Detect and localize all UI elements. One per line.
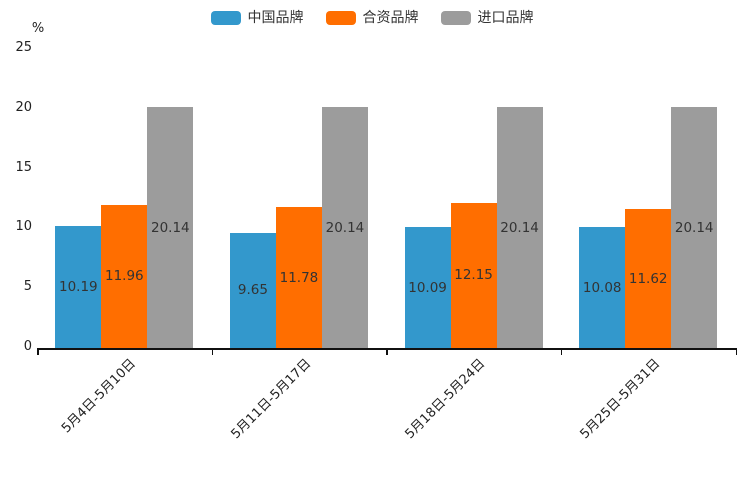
x-axis-label-2: 5月11日-5月17日 (228, 356, 314, 443)
legend-item-1[interactable]: 中国品牌 (210, 10, 304, 26)
bar-中国品牌-group1 (55, 226, 102, 348)
legend-swatch-icon (440, 11, 471, 25)
bar-value-label: 11.62 (628, 270, 668, 287)
y-tick-label: 15 (15, 159, 32, 175)
y-tick-label: 10 (15, 219, 32, 235)
bar-进口品牌-group1 (147, 107, 194, 348)
y-axis-unit-label: % (31, 21, 45, 36)
legend-item-2[interactable]: 合资品牌 (325, 10, 419, 26)
bar-value-label: 20.14 (674, 219, 714, 236)
legend-item-3[interactable]: 进口品牌 (440, 10, 534, 26)
bar-value-label: 20.14 (325, 219, 365, 236)
y-tick-label: 0 (23, 339, 32, 354)
bar-value-label: 11.96 (104, 268, 144, 285)
x-axis-tick (386, 350, 388, 355)
bar-中国品牌-group2 (229, 232, 276, 348)
y-tick-label: 20 (15, 99, 32, 115)
bar-value-label: 9.65 (237, 282, 268, 299)
legend-swatch-icon (325, 11, 356, 25)
bar-value-label: 20.14 (500, 219, 539, 236)
x-axis-line (37, 348, 737, 350)
bar-value-label: 12.15 (454, 267, 493, 284)
legend-label: 进口品牌 (477, 10, 534, 26)
x-axis-tick (735, 350, 737, 355)
bar-value-label: 10.09 (408, 279, 447, 296)
y-tick-label: 25 (15, 40, 32, 55)
bar-合资品牌-group3 (450, 202, 497, 348)
bar-中国品牌-group4 (579, 227, 626, 348)
bar-进口品牌-group3 (496, 107, 543, 348)
bar-中国品牌-group3 (404, 227, 451, 348)
bar-合资品牌-group2 (275, 207, 322, 348)
bar-合资品牌-group1 (101, 204, 148, 348)
legend-label: 中国品牌 (247, 10, 304, 26)
x-axis-tick (37, 350, 39, 355)
legend-label: 合资品牌 (362, 10, 419, 26)
bar-value-label: 11.78 (279, 269, 319, 286)
x-axis-label-4: 5月25日-5月31日 (577, 356, 664, 443)
bar-合资品牌-group4 (625, 209, 672, 348)
bar-value-label: 10.19 (58, 279, 98, 296)
x-axis-label-1: 5月4日-5月10日 (59, 356, 140, 437)
bar-value-label: 10.08 (582, 279, 622, 296)
bar-进口品牌-group4 (671, 107, 718, 348)
chart-legend: 中国品牌 合资品牌 进口品牌 (0, 8, 744, 28)
x-axis-label-3: 5月18日-5月24日 (402, 356, 489, 443)
x-axis-tick (211, 350, 214, 355)
legend-swatch-icon (210, 11, 241, 25)
bar-进口品牌-group2 (321, 107, 368, 348)
x-axis-tick (560, 350, 563, 355)
bar-value-label: 20.14 (150, 219, 190, 236)
y-tick-label: 5 (23, 279, 32, 295)
